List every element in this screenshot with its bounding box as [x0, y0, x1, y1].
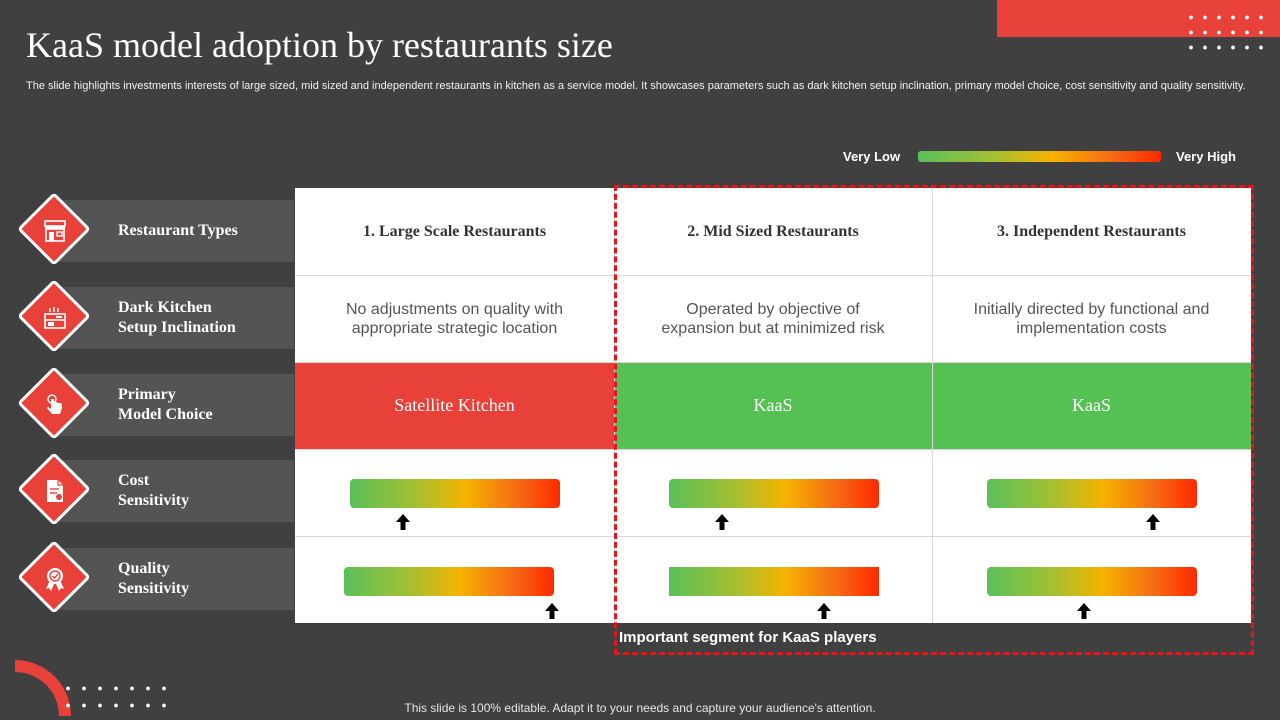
inclination-cell: Initially directed by functional and imp… [932, 275, 1251, 362]
inclination-cell: Operated by objective of expansion but a… [614, 275, 932, 362]
row-label-line2: Sensitivity [118, 580, 190, 597]
row-label-band [56, 460, 294, 522]
inclination-line2: expansion but at minimized risk [661, 319, 885, 337]
cost-sensitivity-meter [669, 479, 879, 508]
grid-line [295, 275, 1251, 276]
page-subtitle: The slide highlights investments interes… [26, 80, 1246, 92]
arrow-up-icon [817, 603, 832, 619]
row-label-band [56, 200, 294, 262]
arrow-up-icon [544, 603, 559, 619]
row-label-line2: Sensitivity [118, 492, 190, 509]
model-choice-cell: KaaS [932, 362, 1251, 449]
inclination-line2: implementation costs [1016, 319, 1167, 337]
arrow-up-icon [714, 514, 729, 530]
cost-sensitivity-meter [987, 479, 1197, 508]
quality-badge-icon [39, 563, 71, 595]
arrow-up-icon [1145, 514, 1160, 530]
row-label-quality-sensitivity: Quality Sensitivity [17, 540, 294, 614]
row-label-cost-sensitivity: Cost Sensitivity [17, 452, 294, 526]
model-choice-cell: Satellite Kitchen [295, 362, 614, 449]
grid-line [295, 362, 1251, 363]
scale-low-label: Very Low [843, 149, 901, 164]
row-label-primary-model: Primary Model Choice [17, 366, 294, 440]
column-header: 3. Independent Restaurants [997, 222, 1186, 240]
page-title: KaaS model adoption by restaurants size [26, 25, 613, 65]
decorative-dots-bottom-left [60, 680, 172, 712]
arrow-up-icon [1076, 603, 1091, 619]
row-label-line1: Primary [118, 386, 176, 403]
comparison-table: 1. Large Scale Restaurants 2. Mid Sized … [295, 188, 1251, 623]
inclination-cell: No adjustments on quality with appropria… [295, 275, 614, 362]
inclination-line1: Initially directed by functional and [973, 300, 1210, 318]
cost-sensitivity-meter [350, 479, 560, 508]
row-label-line1: Dark Kitchen [118, 299, 212, 316]
highlight-caption: Important segment for KaaS players [619, 629, 877, 646]
kitchen-icon [39, 302, 71, 334]
arrow-up-icon [395, 514, 410, 530]
quality-sensitivity-meter [987, 567, 1197, 596]
decorative-dots-top-right [1184, 10, 1270, 58]
footer-note: This slide is 100% editable. Adapt it to… [404, 701, 876, 715]
quality-sensitivity-meter [344, 567, 554, 596]
scale-gradient-bar [918, 151, 1161, 162]
column-header: 1. Large Scale Restaurants [362, 222, 547, 240]
row-label-text: Restaurant Types [118, 222, 238, 239]
inclination-line1: No adjustments on quality with [346, 300, 563, 318]
row-label-line1: Cost [118, 472, 150, 489]
scale-high-label: Very High [1176, 149, 1236, 164]
hand-pointer-icon [39, 389, 71, 421]
model-choice-cell: KaaS [614, 362, 932, 449]
row-label-band [56, 548, 294, 610]
quality-sensitivity-meter [669, 567, 879, 596]
row-label-line1: Quality [118, 560, 170, 577]
highlight-box [614, 185, 1254, 655]
restaurant-icon [39, 215, 71, 247]
inclination-line2: appropriate strategic location [351, 319, 558, 337]
row-label-band [56, 374, 294, 436]
row-label-line2: Setup Inclination [118, 319, 236, 336]
row-label-line2: Model Choice [118, 406, 213, 423]
column-header: 2. Mid Sized Restaurants [687, 222, 859, 240]
row-label-restaurant-types: Restaurant Types [17, 192, 294, 266]
document-cost-icon [39, 475, 71, 507]
row-label-dark-kitchen: Dark Kitchen Setup Inclination [17, 279, 294, 353]
grid-line [932, 188, 933, 623]
inclination-line1: Operated by objective of [686, 300, 860, 318]
row-label-band [56, 287, 294, 349]
grid-line [295, 449, 1251, 450]
grid-line [295, 536, 1251, 537]
